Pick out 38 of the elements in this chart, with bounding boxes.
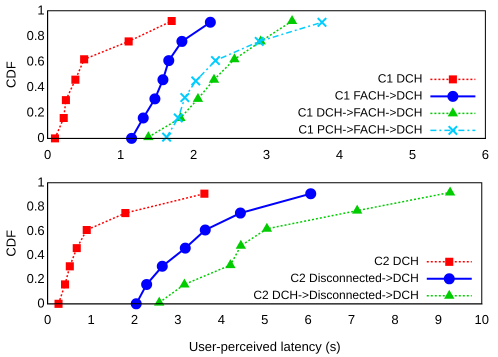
y-tick-label: 0.6 xyxy=(26,53,45,68)
y-tick-label: 0.6 xyxy=(26,222,45,238)
y-tick-label: 1 xyxy=(37,174,45,190)
x-tick-label: 1 xyxy=(117,146,124,162)
y-tick-label: 0 xyxy=(37,295,45,310)
legend-label: C1 FACH->DCH xyxy=(334,88,422,103)
y-tick-label: 1 xyxy=(37,2,45,18)
x-tick-label: 2 xyxy=(130,312,138,328)
y-tick-label: 0 xyxy=(37,130,45,145)
x-tick-label: 1 xyxy=(87,312,95,328)
x-tick-label: 4 xyxy=(218,312,225,328)
legend-label: C2 DCH->Disconnected->DCH xyxy=(253,288,419,302)
legend-label: C1 DCH xyxy=(378,72,422,86)
legend-label: C2 DCH xyxy=(374,254,419,268)
x-tick-label: 9 xyxy=(434,312,442,328)
x-tick-label: 2 xyxy=(190,146,198,162)
y-tick-label: 0.2 xyxy=(26,271,45,286)
y-tick-label: 0.8 xyxy=(26,198,45,214)
x-axis-title: User-perceived latency (s) xyxy=(188,338,341,354)
y-tick-label: 0.4 xyxy=(26,78,45,94)
legend-label: C1 PCH->FACH->DCH xyxy=(298,122,422,137)
y-tick-label: 0.4 xyxy=(26,246,45,262)
y-tick-label: 0.2 xyxy=(26,104,45,120)
x-tick-label: 5 xyxy=(261,312,268,328)
x-tick-label: 10 xyxy=(474,312,490,328)
x-tick-label: 3 xyxy=(262,146,270,162)
legend-label: C2 Disconnected->DCH xyxy=(290,271,419,286)
y-tick-label: 0.8 xyxy=(26,28,45,43)
x-tick-label: 3 xyxy=(174,312,182,328)
x-tick-label: 6 xyxy=(304,312,312,328)
legend-label: C1 DCH->FACH->DCH xyxy=(298,106,422,120)
y-axis-title: CDF xyxy=(3,61,18,88)
x-tick-label: 8 xyxy=(391,312,399,328)
x-tick-label: 5 xyxy=(408,146,416,162)
x-tick-label: 7 xyxy=(348,312,356,328)
x-tick-label: 4 xyxy=(336,146,344,162)
x-tick-label: 6 xyxy=(482,146,489,162)
y-axis-title: CDF xyxy=(3,230,18,257)
